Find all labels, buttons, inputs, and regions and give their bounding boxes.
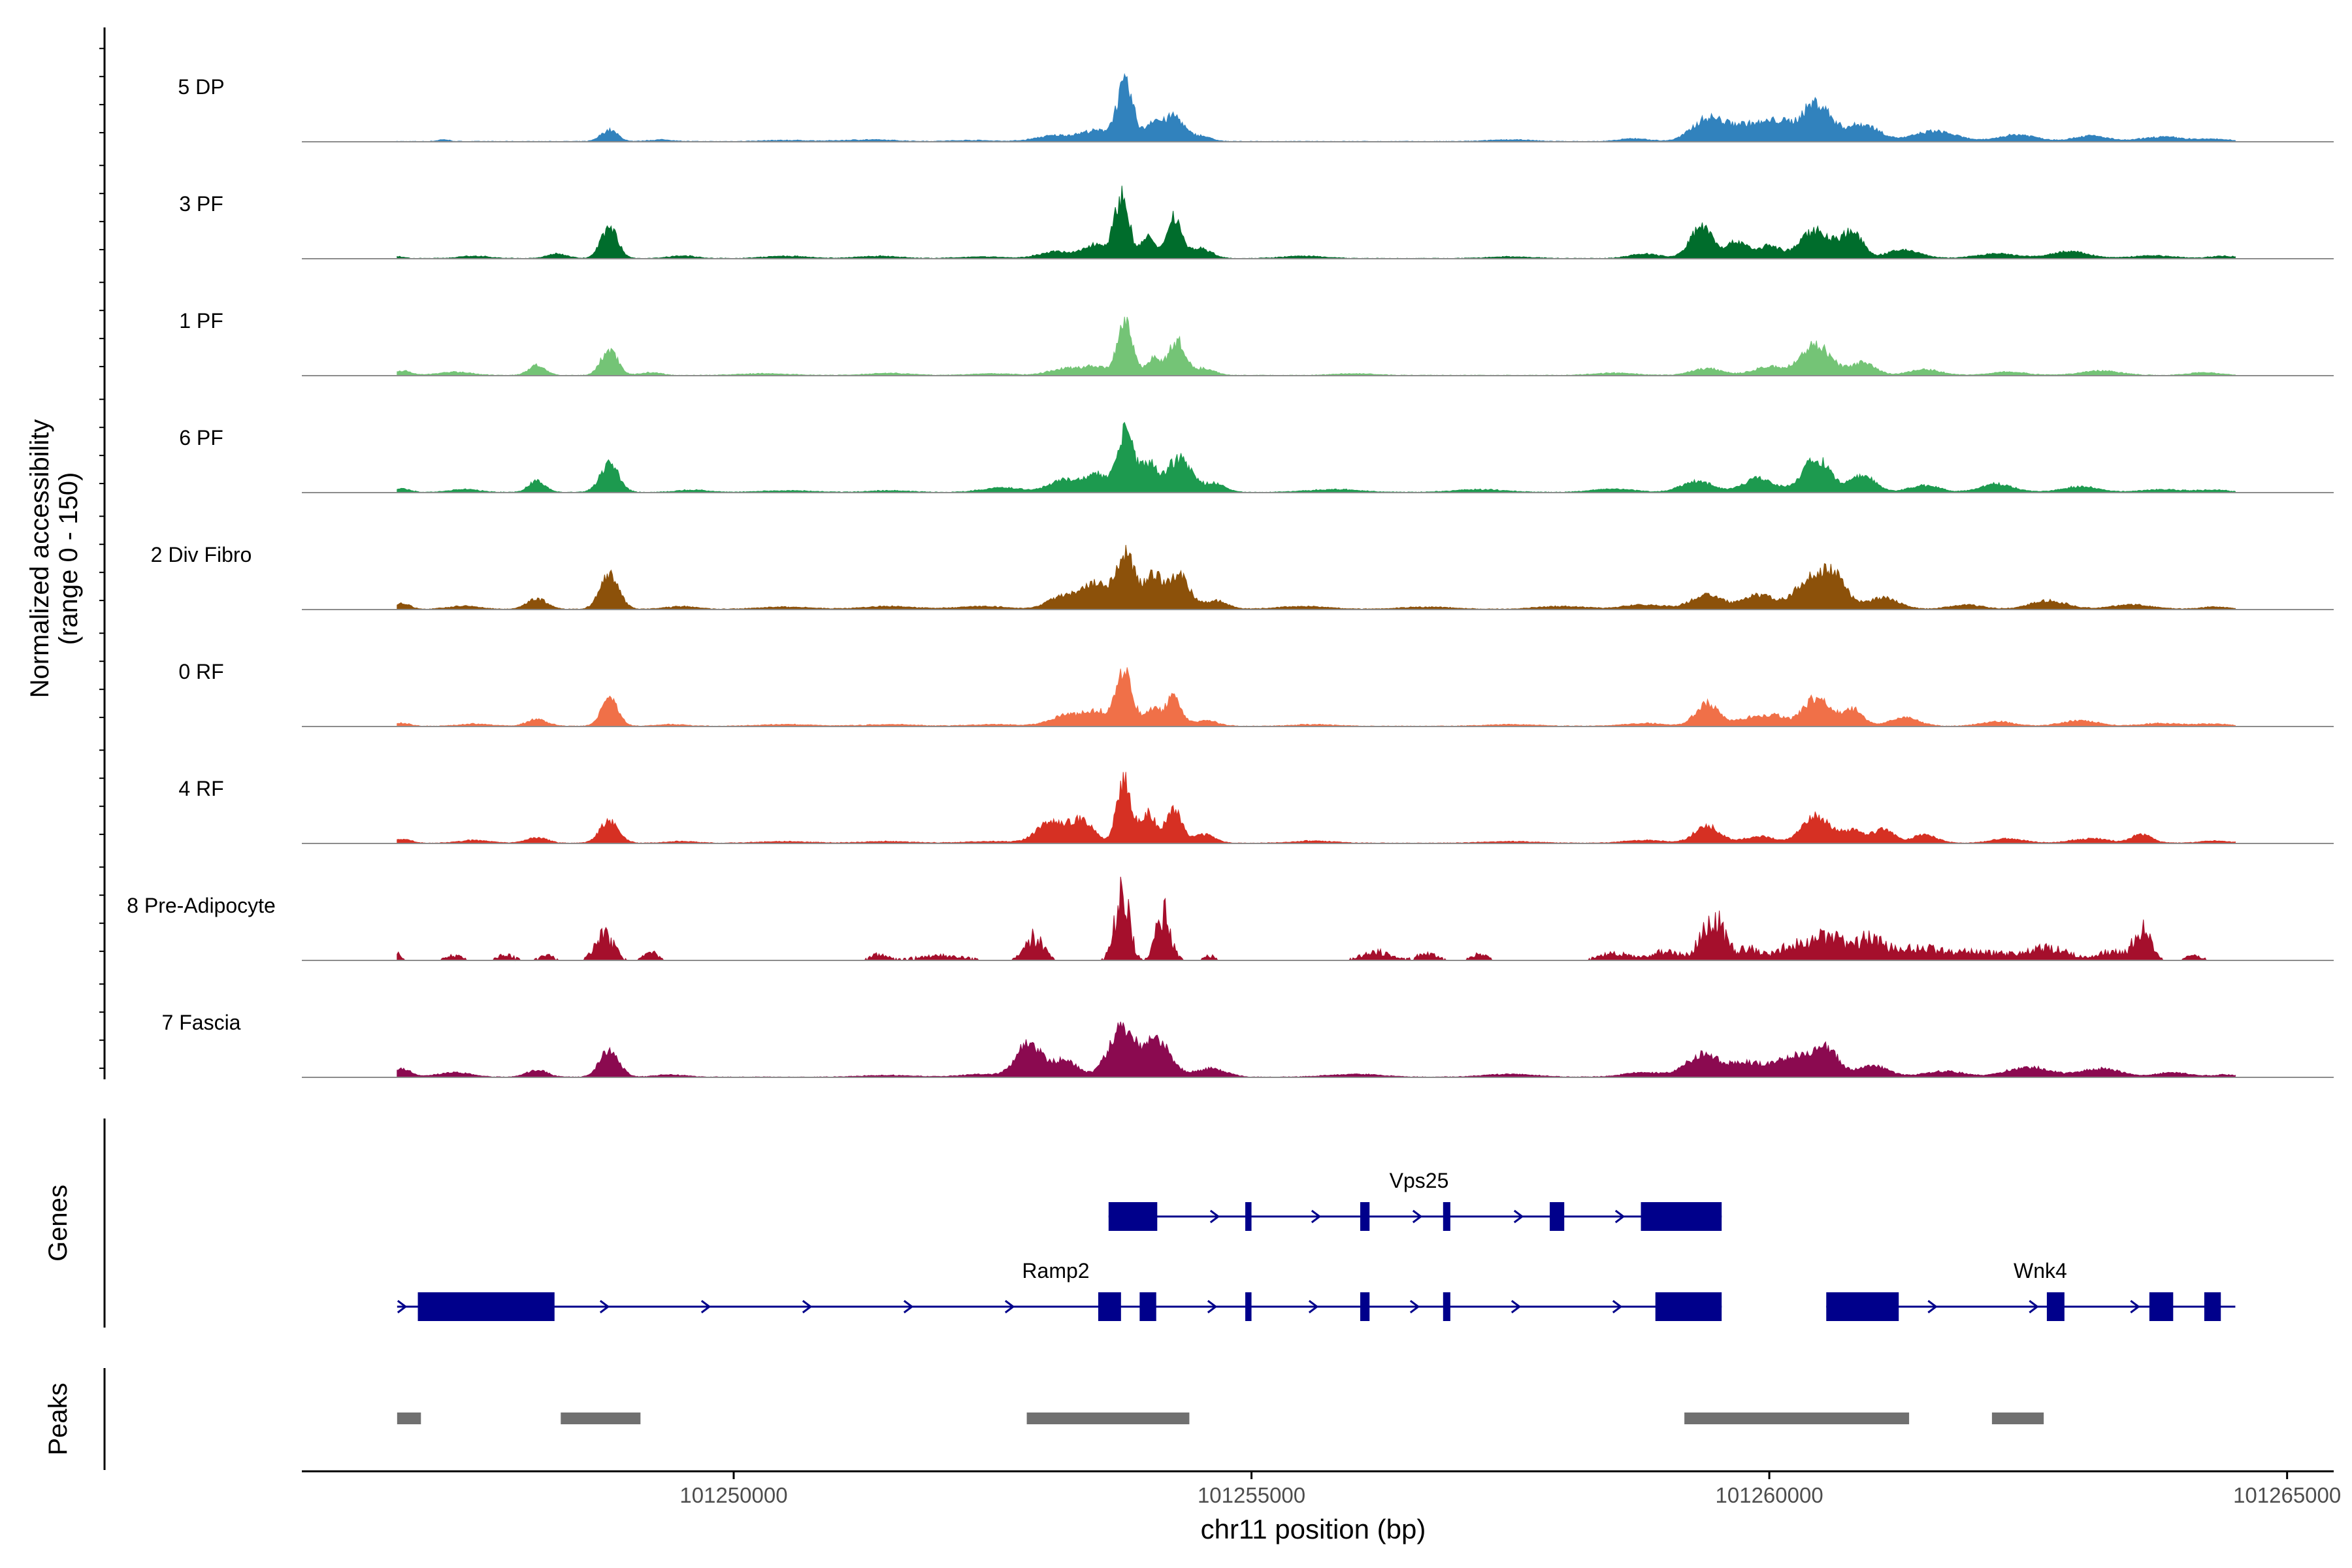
peak-region bbox=[1026, 1413, 1190, 1424]
y-axis-title: Normalized accessibility (range 0 - 150) bbox=[25, 419, 83, 698]
track-label: 0 RF bbox=[178, 660, 223, 683]
gene-exon bbox=[1826, 1292, 1899, 1321]
gene-ramp2: Ramp2 bbox=[397, 1259, 1722, 1321]
track-7-fascia: 7 Fascia bbox=[162, 1011, 2334, 1078]
strand-arrow bbox=[1308, 1299, 1319, 1314]
coverage-area bbox=[397, 73, 2236, 142]
gene-exon bbox=[2149, 1292, 2174, 1321]
x-tick-label: 101250000 bbox=[679, 1483, 787, 1507]
gene-models: Vps25 Ramp2 Wnk4 bbox=[397, 1169, 2236, 1321]
peak-region bbox=[397, 1413, 421, 1424]
track-3-pf: 3 PF bbox=[179, 186, 2334, 259]
strand-arrow bbox=[2130, 1299, 2140, 1314]
track-label: 6 PF bbox=[179, 426, 223, 449]
track-4-rf: 4 RF bbox=[178, 772, 2334, 844]
strand-arrow bbox=[1409, 1299, 1420, 1314]
track-label: 1 PF bbox=[179, 309, 223, 333]
track-label: 7 Fascia bbox=[162, 1011, 241, 1034]
gene-exon bbox=[1443, 1292, 1450, 1321]
track-6-pf: 6 PF bbox=[179, 421, 2334, 493]
x-tick-label: 101255000 bbox=[1198, 1483, 1305, 1507]
track-label: 2 Div Fibro bbox=[151, 543, 252, 566]
track-label: 4 RF bbox=[178, 777, 223, 800]
strand-arrow bbox=[1927, 1299, 1938, 1314]
track-0-rf: 0 RF bbox=[178, 660, 2334, 727]
strand-arrow bbox=[1513, 1209, 1524, 1224]
x-tick-label: 101265000 bbox=[2233, 1483, 2341, 1507]
gene-wnk4: Wnk4 bbox=[1826, 1259, 2236, 1321]
gene-exon bbox=[1655, 1292, 1722, 1321]
y-axis-title-line2: (range 0 - 150) bbox=[54, 472, 83, 645]
gene-exon bbox=[1360, 1202, 1370, 1231]
coverage-area bbox=[397, 421, 2236, 493]
x-tick-label: 101260000 bbox=[1716, 1483, 1823, 1507]
peak-region bbox=[561, 1413, 641, 1424]
gene-label: Vps25 bbox=[1390, 1169, 1449, 1192]
genes-label: Genes bbox=[44, 1184, 73, 1262]
track-1-pf: 1 PF bbox=[179, 309, 2334, 376]
strand-arrow bbox=[1614, 1209, 1625, 1224]
track-2-div-fibro: 2 Div Fibro bbox=[151, 543, 2334, 610]
coverage-area bbox=[397, 186, 2236, 259]
gene-exon bbox=[417, 1292, 555, 1321]
strand-arrow bbox=[1412, 1209, 1423, 1224]
gene-exon bbox=[1098, 1292, 1121, 1321]
strand-arrow bbox=[802, 1299, 813, 1314]
x-axis: 101250000 101255000 101260000 101265000 chr… bbox=[302, 1470, 2341, 1544]
gene-exon bbox=[1245, 1202, 1252, 1231]
y-axis bbox=[99, 27, 106, 1079]
peak-regions bbox=[397, 1413, 2044, 1424]
gene-label: Wnk4 bbox=[2014, 1259, 2067, 1282]
coverage-area bbox=[397, 1021, 2236, 1078]
track-label: 5 DP bbox=[178, 75, 224, 99]
gene-exon bbox=[1245, 1292, 1252, 1321]
strand-arrow bbox=[1004, 1299, 1015, 1314]
peak-region bbox=[1684, 1413, 1910, 1424]
strand-arrow bbox=[1612, 1299, 1623, 1314]
coverage-area bbox=[397, 772, 2236, 844]
peak-region bbox=[1991, 1413, 2044, 1424]
track-5-dp: 5 DP bbox=[178, 73, 2334, 142]
genes-panel: Genes Vps25 Ramp2 Wnk4 bbox=[44, 1119, 2236, 1328]
coverage-area bbox=[397, 667, 2236, 727]
gene-exon bbox=[1139, 1292, 1156, 1321]
strand-arrow bbox=[599, 1299, 610, 1314]
gene-exon bbox=[1641, 1202, 1722, 1231]
coverage-tracks: 5 DP 3 PF 1 PF 6 PF 2 Div Fibro 0 RF 4 RF 8 Pre… bbox=[127, 73, 2334, 1078]
track-label: 8 Pre-Adipocyte bbox=[127, 894, 276, 917]
strand-arrow bbox=[2029, 1299, 2039, 1314]
strand-arrow bbox=[1511, 1299, 1522, 1314]
gene-exon bbox=[1108, 1202, 1158, 1231]
gene-label: Ramp2 bbox=[1022, 1259, 1089, 1282]
y-axis-ticks bbox=[99, 48, 105, 1070]
x-axis-ticks: 101250000 101255000 101260000 101265000 bbox=[679, 1471, 2341, 1507]
strand-arrow bbox=[1311, 1209, 1322, 1224]
gene-exon bbox=[2046, 1292, 2065, 1321]
coverage-area bbox=[397, 876, 2236, 962]
strand-arrow bbox=[903, 1299, 914, 1314]
peaks-label: Peaks bbox=[44, 1382, 73, 1455]
strand-arrow bbox=[1209, 1209, 1220, 1224]
peaks-panel: Peaks bbox=[44, 1368, 2044, 1470]
coverage-area bbox=[397, 545, 2236, 610]
strand-arrow bbox=[700, 1299, 711, 1314]
strand-arrow bbox=[397, 1299, 408, 1314]
strand-arrow bbox=[1207, 1299, 1218, 1314]
gene-exon bbox=[1443, 1202, 1450, 1231]
x-axis-title: chr11 position (bp) bbox=[1201, 1514, 1426, 1544]
gene-vps25: Vps25 bbox=[1108, 1169, 1722, 1231]
track-8-pre-adipocyte: 8 Pre-Adipocyte bbox=[127, 876, 2334, 962]
y-axis-title-line1: Normalized accessibility bbox=[25, 419, 54, 698]
gene-exon bbox=[1550, 1202, 1565, 1231]
coverage-area bbox=[397, 316, 2236, 376]
track-label: 3 PF bbox=[179, 192, 223, 216]
gene-exon bbox=[2204, 1292, 2221, 1321]
gene-exon bbox=[1360, 1292, 1370, 1321]
